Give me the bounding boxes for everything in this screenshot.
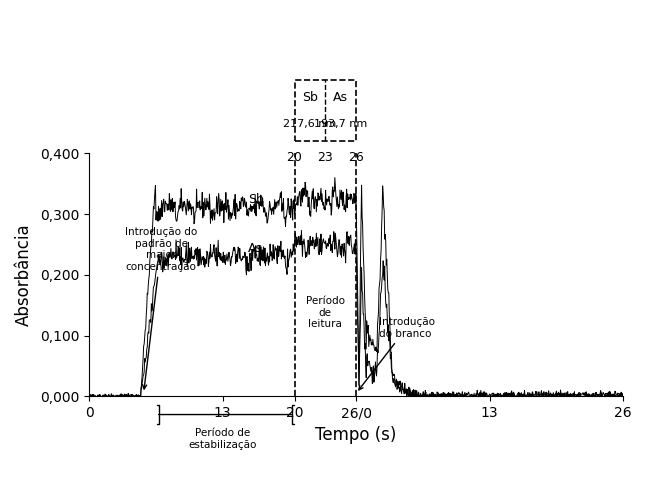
Text: Período de
estabilização: Período de estabilização (188, 428, 257, 450)
Text: Sb: Sb (248, 193, 264, 206)
Text: Introdução
do branco: Introdução do branco (359, 317, 435, 390)
Text: As: As (248, 242, 263, 255)
Y-axis label: Absorbância: Absorbância (15, 223, 33, 326)
Text: 193,7 nm: 193,7 nm (314, 119, 367, 129)
Text: As: As (333, 91, 348, 104)
Text: 20: 20 (287, 151, 303, 164)
Bar (294, 80, 356, 141)
Text: Sb: Sb (302, 91, 318, 104)
Text: 26: 26 (348, 151, 364, 164)
Text: Período
de
leitura: Período de leitura (306, 296, 345, 329)
X-axis label: Tempo (s): Tempo (s) (316, 426, 397, 444)
Text: 23: 23 (318, 151, 333, 164)
Text: 217,6 nm: 217,6 nm (283, 119, 336, 129)
Text: Introdução do
padrão de
maior
concentração: Introdução do padrão de maior concentraç… (125, 227, 197, 389)
